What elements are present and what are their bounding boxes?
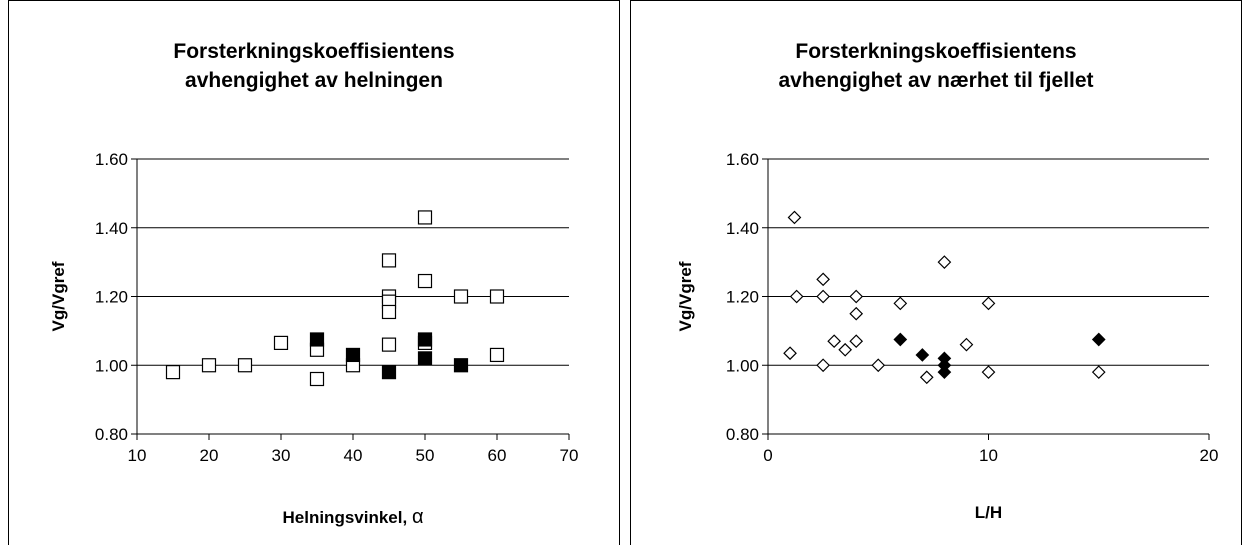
y-tick-label: 1.60 — [726, 150, 759, 169]
data-point — [827, 334, 841, 349]
scatter-chart-naerhet: 0.80 1.00 1.20 1.40 1.60 0 10 20 Vg/Vgref L/H — [676, 150, 1219, 522]
data-point — [816, 289, 830, 304]
data-point — [981, 296, 996, 311]
data-point — [417, 332, 433, 347]
x-tick-label: 70 — [560, 446, 579, 465]
chart-title: Forsterkningskoeffisientens avhengighet … — [631, 37, 1241, 95]
data-point — [381, 253, 397, 268]
data-point — [309, 371, 325, 387]
y-tick-label: 1.00 — [95, 356, 128, 375]
x-tick-label: 60 — [488, 446, 507, 465]
data-point — [937, 365, 952, 379]
data-point — [783, 346, 797, 361]
data-point — [381, 304, 397, 320]
chart-title: Forsterkningskoeffisientens avhengighet … — [9, 37, 619, 95]
data-point — [237, 358, 253, 373]
y-tick-label: 1.20 — [726, 288, 759, 307]
data-point — [816, 272, 830, 287]
x-tick-label: 30 — [272, 446, 291, 465]
chart-panel-left: Forsterkningskoeffisientens avhengighet … — [8, 0, 620, 545]
x-tick-label: 10 — [979, 446, 998, 465]
data-point — [787, 210, 802, 225]
data-point — [816, 358, 830, 373]
x-axis-label: L/H — [975, 503, 1002, 522]
data-point — [453, 358, 469, 373]
data-point — [417, 273, 433, 289]
y-tick-label: 1.60 — [95, 150, 128, 169]
data-point — [919, 370, 934, 385]
data-point — [1091, 365, 1106, 379]
data-point — [309, 332, 325, 347]
data-point — [381, 337, 397, 352]
chart-title-line-2: avhengighet av helningen — [185, 69, 443, 92]
chart-panel-right: Forsterkningskoeffisientens avhengighet … — [630, 0, 1242, 545]
data-point — [273, 335, 289, 351]
x-tick-label: 20 — [1200, 446, 1219, 465]
y-tick-label: 1.40 — [726, 219, 759, 238]
x-axis-label-symbol: α — [412, 506, 424, 528]
data-point — [489, 289, 505, 304]
data-point — [165, 365, 181, 380]
x-axis-label: Helningsvinkel, α — [283, 506, 424, 528]
data-point — [417, 351, 433, 366]
data-point — [201, 358, 217, 373]
data-point — [453, 289, 469, 304]
chart-title-line-1: Forsterkningskoeffisientens — [173, 40, 455, 63]
chart-title-line-1: Forsterkningskoeffisientens — [795, 40, 1077, 63]
data-point — [838, 342, 853, 357]
data-point — [893, 296, 908, 311]
y-tick-label: 0.80 — [726, 425, 759, 444]
data-point — [417, 210, 433, 225]
data-point — [789, 289, 804, 304]
data-point — [849, 334, 864, 349]
y-axis-label: Vg/Vgref — [49, 261, 68, 331]
x-tick-label: 40 — [344, 446, 363, 465]
y-tick-label: 1.20 — [95, 288, 128, 307]
data-point — [981, 365, 996, 379]
data-point — [915, 348, 930, 362]
y-axis-label: Vg/Vgref — [676, 261, 695, 331]
data-point — [489, 347, 505, 363]
x-tick-label: 50 — [416, 446, 435, 465]
data-point — [959, 337, 974, 352]
data-point — [345, 347, 361, 363]
y-tick-label: 1.40 — [95, 219, 128, 238]
data-point — [871, 358, 886, 373]
x-tick-label: 0 — [763, 446, 772, 465]
data-point — [849, 289, 864, 304]
scatter-chart-helning: 0.80 1.00 1.20 1.40 1.60 10 20 30 40 50 60 70 Vg/Vgr… — [49, 150, 579, 528]
x-tick-label: 20 — [200, 446, 219, 465]
data-point — [849, 306, 864, 321]
data-point — [1091, 332, 1106, 347]
data-point — [381, 365, 397, 380]
data-point — [893, 332, 908, 347]
data-point — [937, 255, 952, 269]
y-tick-label: 1.00 — [726, 356, 759, 375]
x-tick-label: 10 — [128, 446, 147, 465]
chart-title-line-2: avhengighet av nærhet til fjellet — [778, 69, 1094, 92]
y-tick-label: 0.80 — [95, 425, 128, 444]
